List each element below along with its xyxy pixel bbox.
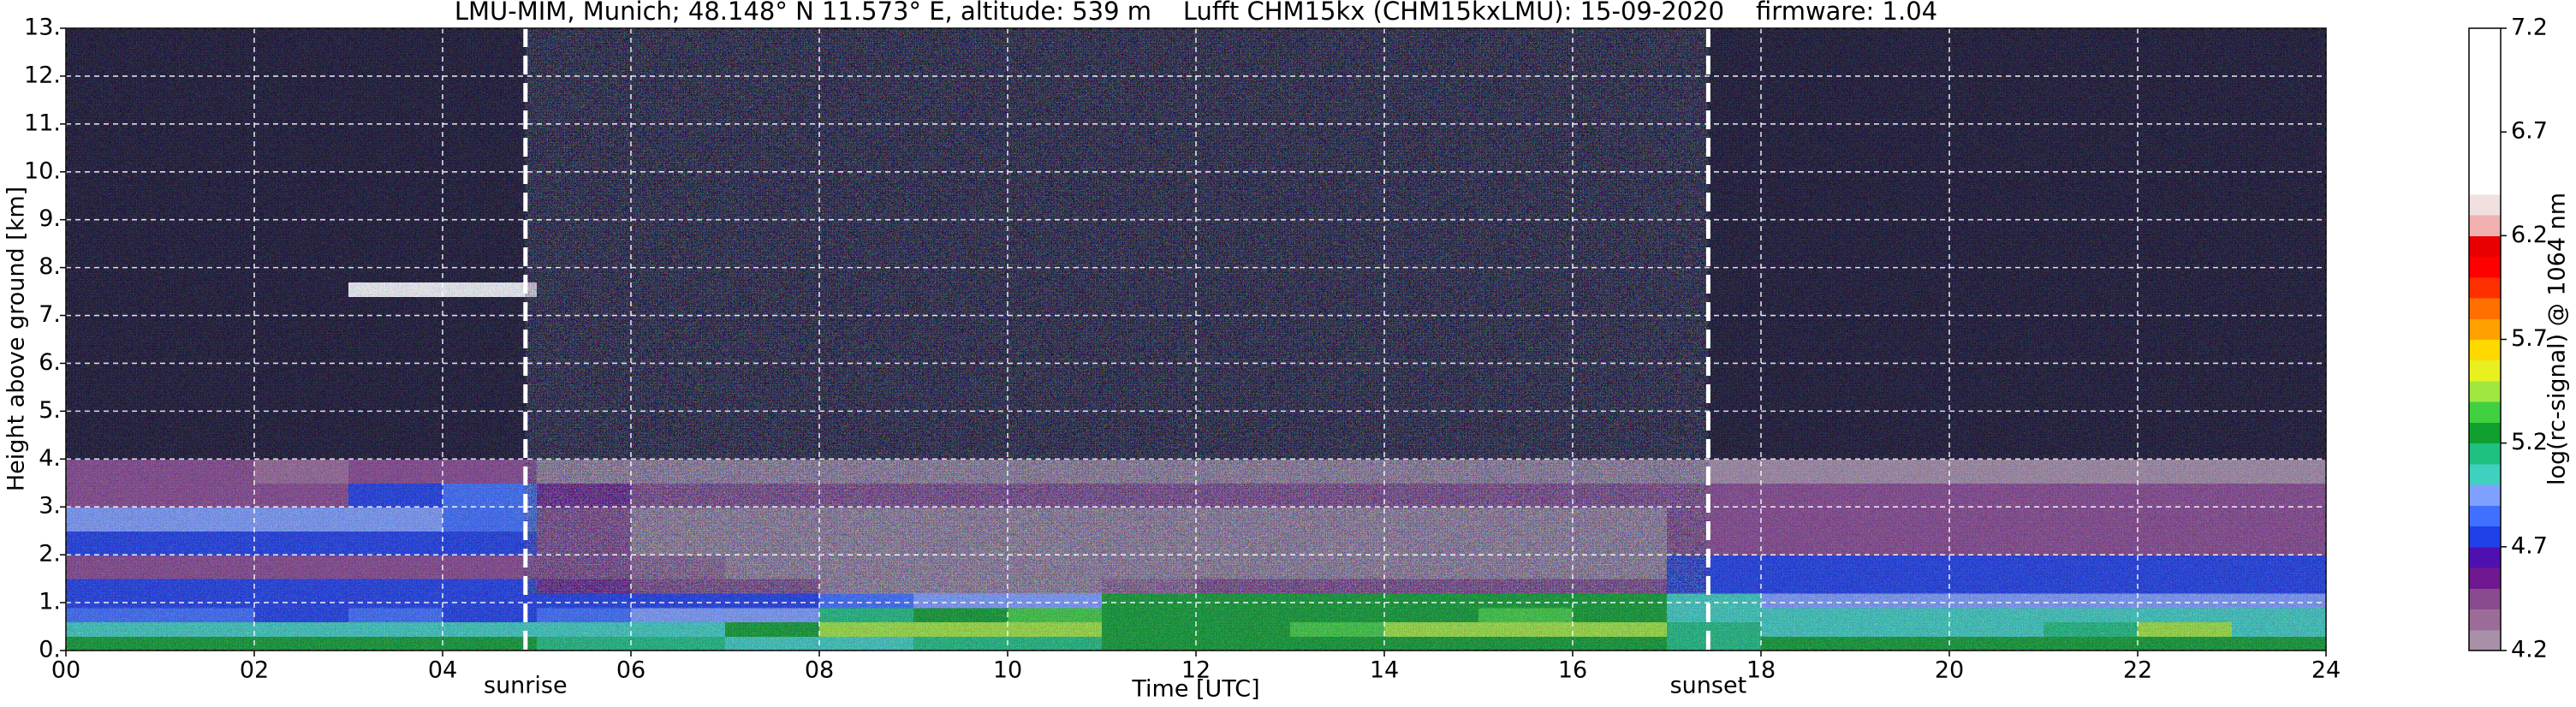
colorbar-segment bbox=[2469, 443, 2501, 465]
x-tick-label: 04 bbox=[428, 657, 457, 684]
colorbar-segment bbox=[2469, 152, 2501, 175]
y-tick-label: 7. bbox=[39, 301, 61, 328]
speckle-day bbox=[525, 28, 1709, 593]
colorbar-segment bbox=[2469, 339, 2501, 361]
x-tick-label: 12 bbox=[1181, 657, 1211, 684]
y-tick-label: 3. bbox=[39, 493, 61, 520]
annotation-label: sunrise bbox=[484, 673, 568, 699]
colorbar-segment bbox=[2469, 526, 2501, 548]
colorbar-segment bbox=[2469, 484, 2501, 506]
x-tick-label: 02 bbox=[240, 657, 269, 684]
colorbar-label: log(rc-signal) @ 1064 nm bbox=[2544, 193, 2571, 485]
colorbar-tick-label: 6.2 bbox=[2511, 222, 2548, 248]
colorbar-segment bbox=[2469, 567, 2501, 589]
colorbar-segment bbox=[2469, 505, 2501, 527]
x-tick-label: 20 bbox=[1935, 657, 1964, 684]
chart-title: LMU-MIM, Munich; 48.148° N 11.573° E, al… bbox=[455, 0, 1937, 26]
y-tick-label: 12. bbox=[24, 62, 61, 88]
colorbar-tick-label: 5.7 bbox=[2511, 325, 2548, 352]
x-tick-label: 06 bbox=[616, 657, 645, 684]
colorbar-segment bbox=[2469, 28, 2501, 50]
y-tick-label: 1. bbox=[39, 589, 61, 615]
x-tick-label: 00 bbox=[51, 657, 80, 684]
colorbar-segment bbox=[2469, 193, 2501, 216]
colorbar-tick-label: 5.2 bbox=[2511, 429, 2548, 455]
colorbar-tick-label: 4.2 bbox=[2511, 637, 2548, 663]
colorbar-segment bbox=[2469, 463, 2501, 485]
y-tick-label: 0. bbox=[39, 637, 61, 663]
axes: 00 02 04 06 08 10 12 14 16 18 20 22 24 0. 1. 2. 3. 4. 5. 6.… bbox=[24, 15, 2548, 699]
colorbar-segment bbox=[2469, 90, 2501, 112]
x-tick-label: 18 bbox=[1746, 657, 1776, 684]
colorbar-segment bbox=[2469, 110, 2501, 133]
y-tick-label: 10. bbox=[24, 157, 61, 184]
colorbar-segment bbox=[2469, 298, 2501, 319]
y-tick-label: 11. bbox=[24, 110, 61, 136]
colorbar-segment bbox=[2469, 380, 2501, 402]
colorbar-segment bbox=[2469, 546, 2501, 568]
y-tick-label: 5. bbox=[39, 397, 61, 424]
colorbar-segment bbox=[2469, 132, 2501, 153]
x-tick-label: 24 bbox=[2311, 657, 2341, 684]
colorbar-segment bbox=[2469, 256, 2501, 278]
colorbar-segment bbox=[2469, 173, 2501, 195]
colorbar-segment bbox=[2469, 49, 2501, 70]
colorbar-segment bbox=[2469, 609, 2501, 631]
colorbar-segment bbox=[2469, 215, 2501, 236]
colorbar-tick-label: 4.7 bbox=[2511, 532, 2548, 559]
colorbar-segment bbox=[2469, 588, 2501, 610]
y-tick-label: 13. bbox=[24, 15, 61, 41]
colorbar-tick-label: 6.7 bbox=[2511, 118, 2548, 145]
x-tick-label: 16 bbox=[1558, 657, 1587, 684]
colorbar-segment bbox=[2469, 235, 2501, 258]
colorbar-segment bbox=[2469, 276, 2501, 299]
colorbar-segment bbox=[2469, 318, 2501, 340]
annotation-label: sunset bbox=[1670, 673, 1747, 699]
x-tick-label: 22 bbox=[2123, 657, 2152, 684]
y-tick-label: 4. bbox=[39, 445, 61, 472]
colorbar-segment bbox=[2469, 629, 2501, 651]
colorbar-segment bbox=[2469, 69, 2501, 92]
y-axis-label: Height above ground [km] bbox=[3, 187, 30, 491]
y-tick-label: 2. bbox=[39, 541, 61, 567]
x-tick-label: 10 bbox=[993, 657, 1022, 684]
y-tick-label: 9. bbox=[39, 205, 61, 232]
x-tick-label: 08 bbox=[805, 657, 834, 684]
colorbar-segment bbox=[2469, 401, 2501, 423]
plot-frame bbox=[65, 27, 2327, 651]
y-tick-label: 8. bbox=[39, 253, 61, 280]
colorbar-segment bbox=[2469, 422, 2501, 444]
y-tick-label: 6. bbox=[39, 349, 61, 376]
x-tick-label: 14 bbox=[1370, 657, 1399, 684]
colorbar-segment bbox=[2469, 359, 2501, 382]
colorbar-tick-label: 7.2 bbox=[2511, 15, 2548, 41]
x-axis-label: Time [UTC] bbox=[1131, 676, 1259, 703]
